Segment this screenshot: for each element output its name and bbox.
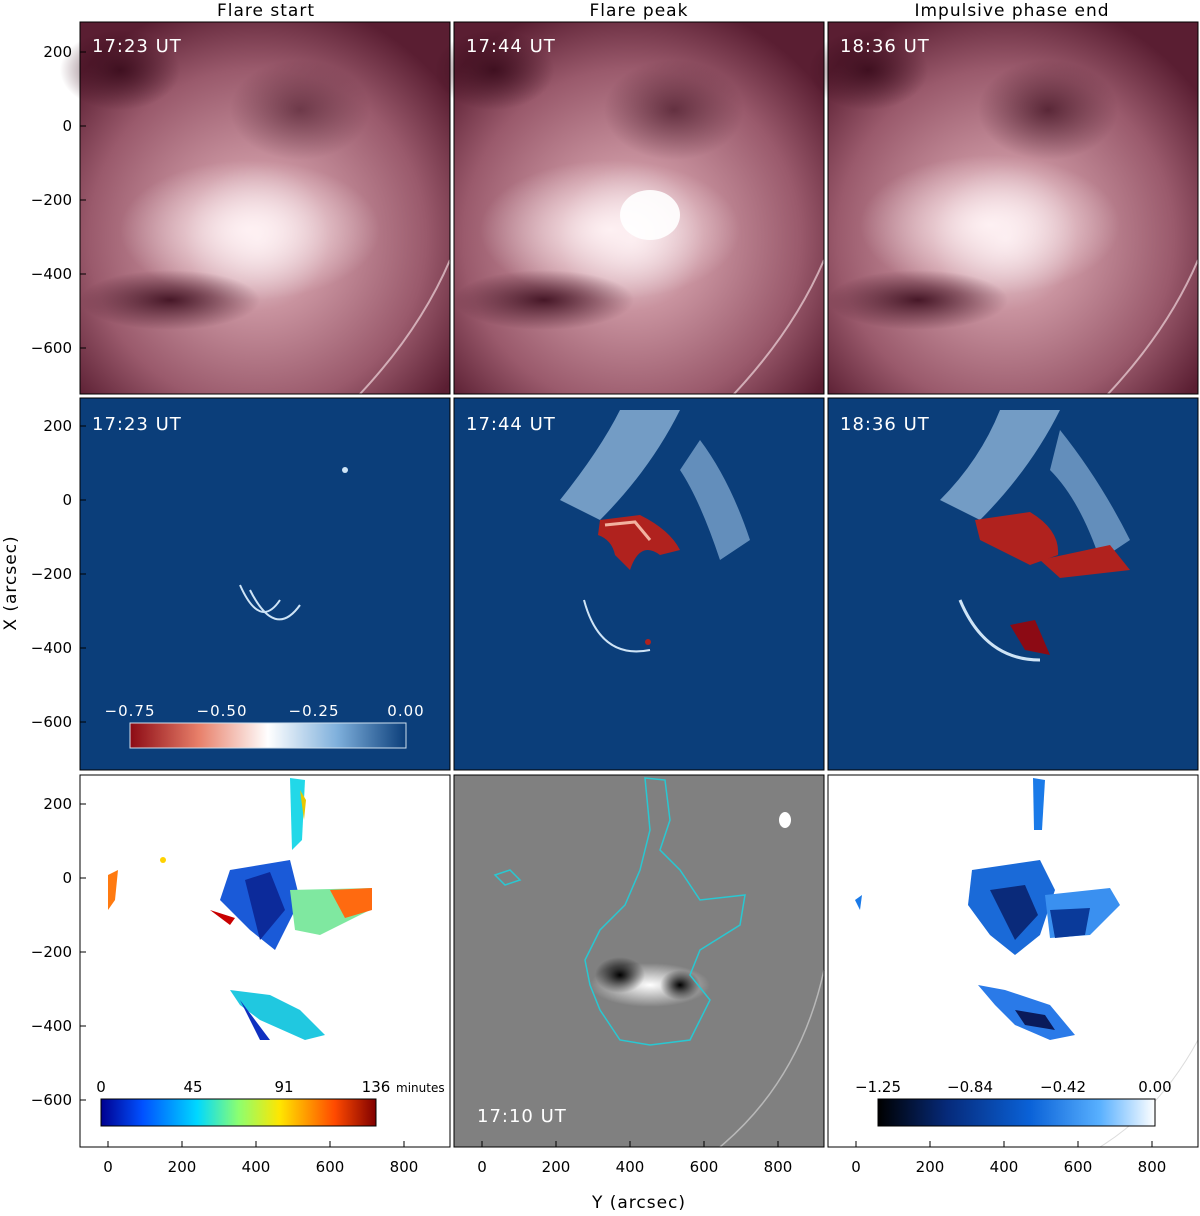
x-tick: 800 (764, 1158, 793, 1176)
x-tick: 400 (242, 1158, 271, 1176)
timestamp-r1c2: 17:44 UT (466, 36, 556, 57)
timestamp-r2c1: 17:23 UT (92, 414, 182, 435)
y-axis-ticks-row1: 200 0 −200 −400 −600 (31, 43, 72, 357)
y-tick: −400 (31, 1017, 72, 1035)
colorbar-dimming-tick-2: −0.25 (289, 702, 340, 720)
colorbar-dimming: −0.75 −0.50 −0.25 0.00 (105, 702, 424, 749)
colorbar-dimming-tick-3: 0.00 (387, 702, 424, 720)
timestamp-magnetogram: 17:10 UT (477, 1106, 567, 1127)
timestamp-r2c3: 18:36 UT (840, 414, 930, 435)
x-tick: 200 (916, 1158, 945, 1176)
panel-dimming-flare-start (79, 397, 451, 771)
x-tick: 200 (168, 1158, 197, 1176)
y-axis-label: X (arcsec) (1, 535, 21, 630)
panel-dimming-flare-peak (453, 397, 825, 771)
timestamp-r1c3: 18:36 UT (840, 36, 930, 57)
y-tick: 0 (62, 117, 72, 135)
x-tick: 0 (477, 1158, 487, 1176)
colorbar-depth-tick-3: 0.00 (1138, 1078, 1171, 1096)
x-tick: 600 (1064, 1158, 1093, 1176)
timestamp-r1c1: 17:23 UT (92, 36, 182, 57)
x-tick: 400 (990, 1158, 1019, 1176)
y-tick: 200 (43, 417, 72, 435)
x-tick: 0 (103, 1158, 113, 1176)
colorbar-depth-tick-1: −0.84 (947, 1078, 993, 1096)
colorbar-depth-tick-0: −1.25 (855, 1078, 901, 1096)
colorbar-timing-tick-1: 45 (183, 1078, 202, 1096)
colorbar-timing-tick-2: 91 (274, 1078, 293, 1096)
y-tick: −600 (31, 1091, 72, 1109)
panel-depth-map (827, 774, 1199, 1148)
x-tick: 800 (1138, 1158, 1167, 1176)
colorbar-timing-tick-3: 136 (362, 1078, 391, 1096)
y-tick: 0 (62, 869, 72, 887)
y-tick: −200 (31, 565, 72, 583)
x-tick: 0 (851, 1158, 861, 1176)
colorbar-dimming-tick-1: −0.50 (197, 702, 248, 720)
row-maps: 17:10 UT 0 45 91 136 minutes −1. (79, 774, 1199, 1148)
x-tick: 200 (542, 1158, 571, 1176)
panel-timing-map (79, 774, 451, 1148)
y-tick: −400 (31, 265, 72, 283)
colorbar-timing-tick-0: 0 (96, 1078, 106, 1096)
row-aia-images: 17:23 UT 17:44 UT 18:36 UT (60, 21, 1199, 395)
y-tick: −600 (31, 339, 72, 357)
x-axis-ticks-col2: 0 200 400 600 800 (477, 1158, 792, 1176)
y-tick: −600 (31, 713, 72, 731)
colorbar-depth: −1.25 −0.84 −0.42 0.00 (855, 1078, 1172, 1127)
x-tick: 600 (690, 1158, 719, 1176)
y-axis-ticks-row3: 200 0 −200 −400 −600 (31, 795, 72, 1109)
y-tick: −200 (31, 191, 72, 209)
panel-aia-impulsive-end (808, 21, 1199, 395)
y-axis-ticks-row2: 200 0 −200 −400 −600 (31, 417, 72, 731)
y-tick: −400 (31, 639, 72, 657)
x-tick: 400 (616, 1158, 645, 1176)
x-tick: 800 (390, 1158, 419, 1176)
panel-dimming-impulsive-end (827, 397, 1199, 771)
x-axis-label: Y (arcsec) (591, 1193, 686, 1213)
y-tick: 0 (62, 491, 72, 509)
contour-dimming-region (493, 777, 746, 1046)
colorbar-timing-unit: minutes (396, 1081, 445, 1095)
y-tick: −200 (31, 943, 72, 961)
colorbar-dimming-tick-0: −0.75 (105, 702, 156, 720)
colorbar-timing: 0 45 91 136 minutes (96, 1078, 445, 1127)
column-title-flare-peak: Flare peak (590, 1, 689, 21)
y-tick: 200 (43, 43, 72, 61)
x-axis-ticks-col3: 0 200 400 600 800 (851, 1158, 1166, 1176)
panel-aia-flare-peak (434, 21, 825, 395)
x-tick: 600 (316, 1158, 345, 1176)
column-title-impulsive-end: Impulsive phase end (914, 1, 1109, 21)
y-tick: 200 (43, 795, 72, 813)
panel-magnetogram (453, 774, 825, 1148)
colorbar-depth-tick-2: −0.42 (1040, 1078, 1086, 1096)
timestamp-r2c2: 17:44 UT (466, 414, 556, 435)
column-title-flare-start: Flare start (217, 1, 315, 21)
row-dimming-images: 17:23 UT 17:44 UT 18:36 UT −0.75 −0.50 −… (79, 397, 1199, 771)
tick-marks (80, 51, 1153, 1147)
panel-aia-flare-start (60, 21, 451, 395)
x-axis-ticks-col1: 0 200 400 600 800 (103, 1158, 418, 1176)
